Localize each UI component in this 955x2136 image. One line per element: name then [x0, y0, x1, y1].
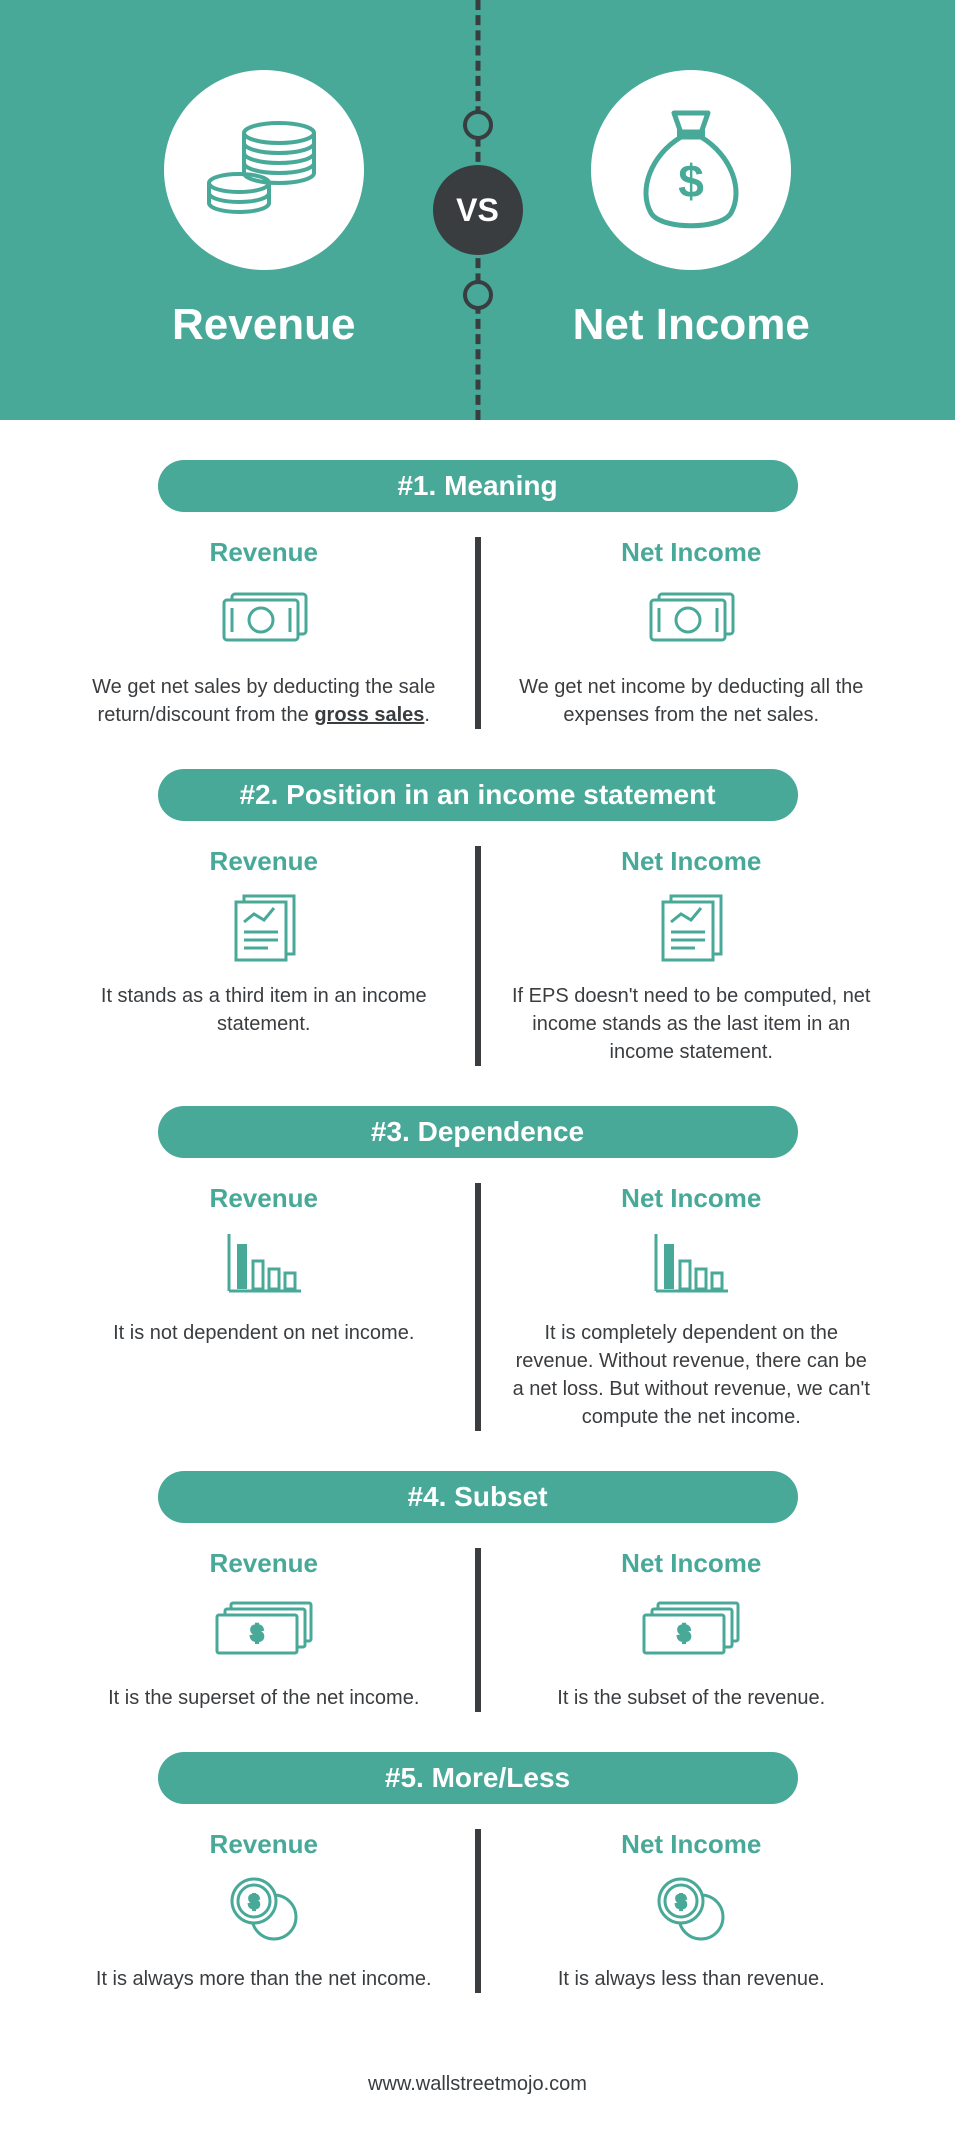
col-left-title: Revenue: [80, 1829, 448, 1860]
col-left-title: Revenue: [80, 1548, 448, 1579]
svg-text:$: $: [249, 1892, 259, 1912]
col-left-title: Revenue: [80, 846, 448, 877]
col-right-title: Net Income: [508, 1183, 876, 1214]
col-right-title: Net Income: [508, 537, 876, 568]
vs-knob-bottom: [463, 280, 493, 310]
bills-icon: $: [80, 1594, 448, 1664]
section-1: #1. Meaning Revenue We get net sales by …: [50, 460, 905, 729]
netincome-icon-circle: $: [591, 70, 791, 270]
section-row: Revenue We get net sales by deducting th…: [50, 537, 905, 729]
section-vertical-divider: [475, 1829, 481, 1993]
section-title: #5. More/Less: [158, 1752, 798, 1804]
col-right-title: Net Income: [508, 1548, 876, 1579]
vs-knob-top: [463, 110, 493, 140]
section-row: Revenue $ It is the superset of the net …: [50, 1548, 905, 1712]
coins-circle-icon: $: [508, 1875, 876, 1945]
cash-icon: [80, 583, 448, 653]
col-right-text: If EPS doesn't need to be computed, net …: [508, 982, 876, 1066]
section-col-left: Revenue It is not dependent on net incom…: [50, 1183, 478, 1431]
col-right-text: It is the subset of the revenue.: [508, 1684, 876, 1712]
cash-icon: [508, 583, 876, 653]
section-vertical-divider: [475, 1183, 481, 1431]
col-left-title: Revenue: [80, 1183, 448, 1214]
svg-text:$: $: [251, 1621, 263, 1646]
sections-container: #1. Meaning Revenue We get net sales by …: [0, 420, 955, 2053]
header-right: $ Net Income: [478, 70, 906, 350]
header-left-label: Revenue: [50, 300, 478, 350]
col-right-text: We get net income by deducting all the e…: [508, 673, 876, 729]
header-right-label: Net Income: [478, 300, 906, 350]
section-col-right: Net Income $ It is always less than reve…: [478, 1829, 906, 1993]
section-vertical-divider: [475, 537, 481, 729]
section-row: Revenue It is not dependent on net incom…: [50, 1183, 905, 1431]
section-col-left: Revenue $ It is always more than the net…: [50, 1829, 478, 1993]
section-4: #4. Subset Revenue $ It is the superset …: [50, 1471, 905, 1712]
section-col-left: Revenue It stands as a third item in an …: [50, 846, 478, 1066]
section-col-left: Revenue $ It is the superset of the net …: [50, 1548, 478, 1712]
section-title: #4. Subset: [158, 1471, 798, 1523]
revenue-icon-circle: [164, 70, 364, 270]
col-left-text: It is always more than the net income.: [80, 1965, 448, 1993]
section-title: #3. Dependence: [158, 1106, 798, 1158]
section-title: #1. Meaning: [158, 460, 798, 512]
section-col-left: Revenue We get net sales by deducting th…: [50, 537, 478, 729]
section-col-right: Net Income We get net income by deductin…: [478, 537, 906, 729]
svg-text:$: $: [676, 1892, 686, 1912]
section-3: #3. Dependence Revenue It is not depende…: [50, 1106, 905, 1431]
money-bag-icon: $: [626, 105, 756, 235]
section-2: #2. Position in an income statement Reve…: [50, 769, 905, 1066]
svg-text:$: $: [678, 1621, 690, 1646]
section-vertical-divider: [475, 1548, 481, 1712]
svg-text:$: $: [678, 155, 704, 207]
coins-circle-icon: $: [80, 1875, 448, 1945]
col-left-text: It is not dependent on net income.: [80, 1319, 448, 1347]
section-col-right: Net Income $ It is the subset of the rev…: [478, 1548, 906, 1712]
bills-icon: $: [508, 1594, 876, 1664]
section-row: Revenue $ It is always more than the net…: [50, 1829, 905, 1993]
col-left-text: It is the superset of the net income.: [80, 1684, 448, 1712]
col-left-title: Revenue: [80, 537, 448, 568]
col-right-title: Net Income: [508, 846, 876, 877]
section-5: #5. More/Less Revenue $ It is always mor…: [50, 1752, 905, 1993]
section-col-right: Net Income If EPS doesn't need to be com…: [478, 846, 906, 1066]
chart-icon: [508, 1229, 876, 1299]
document-icon: [80, 892, 448, 962]
section-title: #2. Position in an income statement: [158, 769, 798, 821]
header-left: Revenue: [50, 70, 478, 350]
vs-badge: VS: [433, 165, 523, 255]
chart-icon: [80, 1229, 448, 1299]
col-right-title: Net Income: [508, 1829, 876, 1860]
vs-divider: VS: [476, 0, 480, 420]
coins-icon: [204, 115, 324, 225]
header-block: Revenue VS $ Net Income: [0, 0, 955, 420]
col-left-text: It stands as a third item in an income s…: [80, 982, 448, 1038]
document-icon: [508, 892, 876, 962]
section-col-right: Net Income It is completely dependent on…: [478, 1183, 906, 1431]
col-left-text: We get net sales by deducting the sale r…: [80, 673, 448, 729]
section-vertical-divider: [475, 846, 481, 1066]
col-right-text: It is completely dependent on the revenu…: [508, 1319, 876, 1431]
footer-text: www.wallstreetmojo.com: [0, 2053, 955, 2136]
section-row: Revenue It stands as a third item in an …: [50, 846, 905, 1066]
col-right-text: It is always less than revenue.: [508, 1965, 876, 1993]
